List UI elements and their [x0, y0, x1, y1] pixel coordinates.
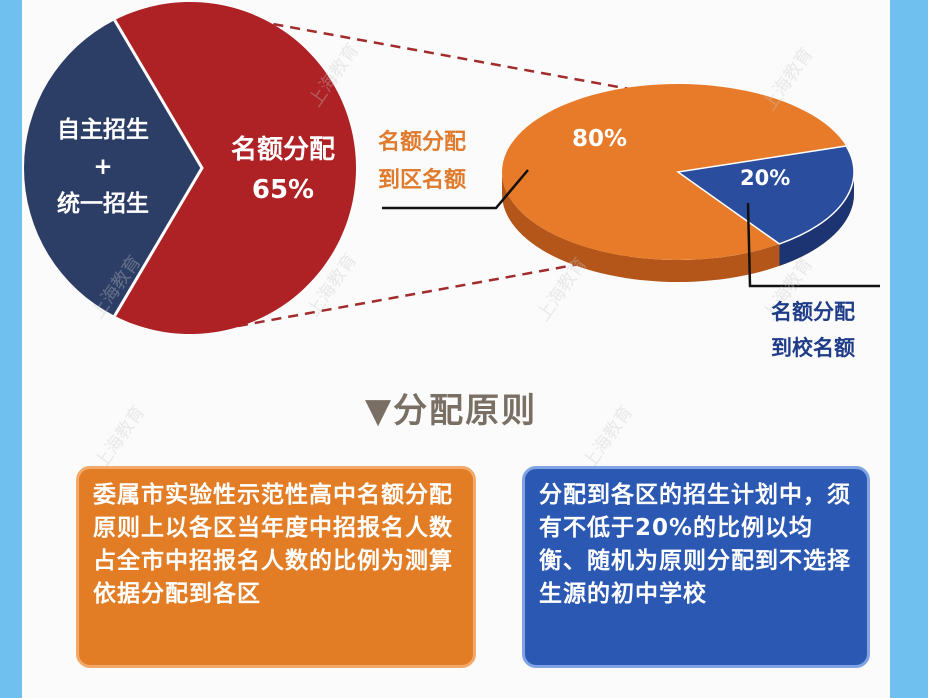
detail-pie-slice-district [502, 84, 847, 260]
pie1-label-quota-line1: 名额分配 [230, 135, 335, 165]
legend-district-line2: 到区名额 [378, 168, 467, 193]
svg-text:上海教育: 上海教育 [533, 254, 591, 325]
detail-pie-side-wall [502, 172, 854, 282]
principle-box-left: 委属市实验性示范性高中名额分配原则上以各区当年度中招报名人数占全市中招报名人数的… [76, 466, 476, 668]
pie1-label-self-line3: 统一招生 [57, 191, 149, 217]
pie1-label-self-line2: + [93, 154, 113, 180]
main-pie-slice-quota [114, 1, 357, 334]
detail-pie-side-wall-blue [779, 172, 855, 266]
legend-school-line2: 到校名额 [771, 336, 855, 360]
leader-line-district [382, 169, 529, 210]
detail-pie-slice-school [676, 145, 855, 245]
leader-line-school [746, 202, 880, 288]
main-pie [24, 1, 357, 334]
section-title: ▼分配原则 [365, 391, 538, 431]
main-pie-divider [113, 19, 204, 317]
detail-pie [502, 84, 855, 282]
pie2-label-80: 80% [572, 126, 628, 152]
pie1-label-self: 自主招生 + 统一招生 [42, 112, 164, 223]
pie1-label-quota-line2: 65% [251, 175, 315, 205]
legend-school-line1: 名额分配 [771, 300, 855, 324]
svg-text:上海教育: 上海教育 [579, 402, 637, 473]
legend-school-quota: 名额分配 到校名额 [771, 294, 855, 366]
pie1-label-quota: 名额分配 65% [208, 130, 358, 210]
svg-text:上海教育: 上海教育 [91, 402, 149, 473]
connector-line-top [239, 16, 647, 94]
pie1-label-self-line1: 自主招生 [57, 117, 149, 143]
principle-box-right: 分配到各区的招生计划中，须有不低于20%的比例以均衡、随机为原则分配到不选择生源… [522, 466, 870, 668]
legend-district-quota: 名额分配 到区名额 [378, 124, 466, 200]
legend-district-line1: 名额分配 [378, 130, 467, 155]
pie2-label-20: 20% [740, 166, 791, 190]
